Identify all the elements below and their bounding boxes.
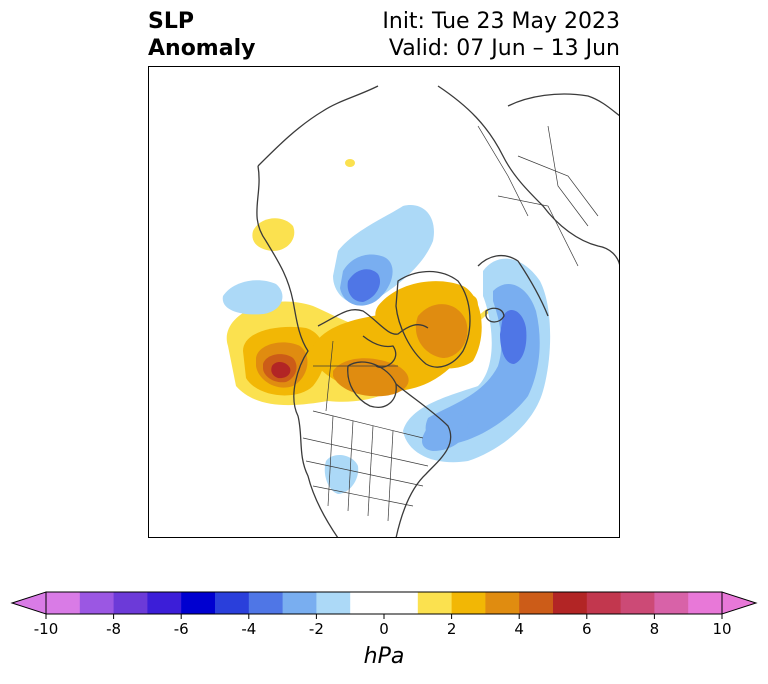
colorbar-tick-label: -8 [106, 620, 121, 638]
valid-range: Valid: 07 Jun – 13 Jun [388, 36, 620, 61]
colorbar-extend-low [10, 591, 47, 615]
coastlines [256, 85, 620, 538]
colorbar-swatch [316, 592, 351, 614]
colorbar-swatch [485, 592, 520, 614]
colorbar-swatch [46, 592, 81, 614]
colorbar-tick-label: 8 [650, 620, 660, 638]
colorbar-swatch [215, 592, 250, 614]
colorbar-swatch [248, 592, 284, 614]
colorbar-swatch [620, 592, 655, 614]
colorbar-swatch [417, 592, 453, 614]
colorbar-swatch [147, 592, 182, 614]
colorbar-extend-high [721, 591, 758, 615]
colorbar: -10 -8 -6 -4 -2 0 2 4 6 8 10 [10, 591, 758, 638]
title-line-1: SLP [148, 9, 194, 34]
country-borders [302, 125, 599, 522]
colorbar-swatch [350, 592, 385, 614]
low-us-southwest [324, 454, 359, 494]
slp-anomaly-map [148, 66, 620, 538]
low-arctic-ocean [333, 205, 434, 306]
map-frame [148, 66, 620, 538]
low-east-greenland [403, 258, 551, 463]
colorbar-tick-label: -6 [174, 620, 189, 638]
colorbar-tick-label: 6 [582, 620, 592, 638]
colorbar-swatch [181, 592, 216, 614]
colorbar-tick-label: -4 [241, 620, 256, 638]
colorbar-swatch [688, 592, 723, 614]
colorbar-swatch [282, 592, 317, 614]
colorbar-tick-label: 0 [379, 620, 389, 638]
high-greenland [375, 281, 482, 369]
colorbar-swatch [384, 592, 419, 614]
colorbar-tick-label: 10 [712, 620, 731, 638]
low-north-pacific [222, 280, 283, 315]
colorbar-swatch [113, 592, 148, 614]
colorbar-tick-label: -10 [34, 620, 59, 638]
colorbar-tick-label: -2 [309, 620, 324, 638]
colorbar-swatch [586, 592, 622, 614]
map-title: SLP Anomaly [148, 8, 255, 62]
date-info: Init: Tue 23 May 2023 Valid: 07 Jun – 13… [382, 8, 620, 62]
low-north-atlantic [422, 412, 469, 451]
colorbar-unit-label: hPa [363, 644, 405, 669]
high-alaska-small [252, 218, 295, 251]
anomaly-contours [148, 159, 551, 494]
colorbar-swatch [553, 592, 588, 614]
colorbar-tick-label: 2 [447, 620, 457, 638]
title-line-2: Anomaly [148, 36, 256, 61]
colorbar-tick-label: 4 [514, 620, 524, 638]
colorbar-swatch [519, 592, 554, 614]
high-arctic-speck [345, 159, 355, 167]
colorbar-swatch [451, 592, 486, 614]
init-date: Init: Tue 23 May 2023 [382, 9, 620, 34]
colorbar-swatch [79, 592, 115, 614]
colorbar-swatch [654, 592, 689, 614]
